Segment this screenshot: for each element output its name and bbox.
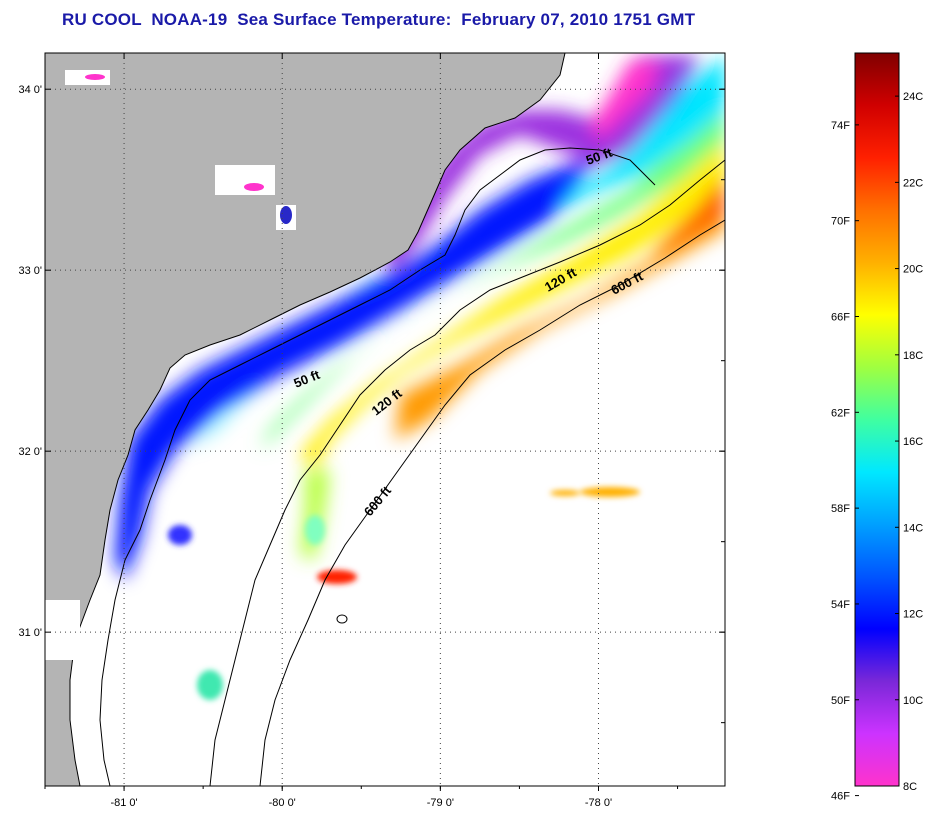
map-frame <box>44 52 726 787</box>
colorbar-c-label: 12C <box>903 609 923 621</box>
lon-tick-label: -78 0' <box>585 797 612 809</box>
colorbar-c-label: 14C <box>903 522 923 534</box>
colorbar-f-label: 62F <box>831 407 850 419</box>
colorbar-c-label: 10C <box>903 695 923 707</box>
colorbar-celsius-labels: 24C 22C 20C 18C 16C 14C 12C 10C 8C <box>903 91 923 793</box>
colorbar-fahrenheit-labels: 74F 70F 66F 62F 58F 54F 50F 46F <box>831 120 850 803</box>
inland-patch <box>85 74 105 80</box>
colorbar-c-label: 18C <box>903 350 923 362</box>
lat-tick-label: 33 0' <box>18 265 42 277</box>
colorbar-c-label: 16C <box>903 436 923 448</box>
colorbar-c-label: 22C <box>903 177 923 189</box>
colorbar-ticks <box>855 95 899 797</box>
inland-patch-2 <box>244 183 264 191</box>
colorbar-f-label: 66F <box>831 311 850 323</box>
latitude-labels: 34 0' 33 0' 32 0' 31 0' <box>18 84 42 639</box>
colorbar-f-label: 50F <box>831 695 850 707</box>
lat-tick-label: 34 0' <box>18 84 42 96</box>
lon-tick-label: -80 0' <box>269 797 296 809</box>
frame-ticks <box>44 53 725 791</box>
inland-patch-3 <box>280 206 292 224</box>
colorbar-c-label: 20C <box>903 264 923 276</box>
colorbar-f-label: 46F <box>831 791 850 803</box>
colorbar-f-label: 54F <box>831 599 850 611</box>
colorbar-f-label: 70F <box>831 216 850 228</box>
colorbar-f-label: 58F <box>831 503 850 515</box>
longitude-labels: -81 0' -80 0' -79 0' -78 0' <box>110 797 612 809</box>
lon-tick-label: -81 0' <box>110 797 137 809</box>
lon-tick-label: -79 0' <box>427 797 454 809</box>
graticule <box>45 53 725 786</box>
colorbar <box>854 52 900 787</box>
colorbar-c-label: 24C <box>903 91 923 103</box>
lat-tick-label: 31 0' <box>18 627 42 639</box>
colorbar-c-label: 8C <box>903 781 917 793</box>
lat-tick-label: 32 0' <box>18 446 42 458</box>
sst-field <box>115 55 725 580</box>
isobaths <box>99 147 725 786</box>
colorbar-f-label: 74F <box>831 120 850 132</box>
map-title: RU COOL NOAA-19 Sea Surface Temperature:… <box>62 10 696 29</box>
